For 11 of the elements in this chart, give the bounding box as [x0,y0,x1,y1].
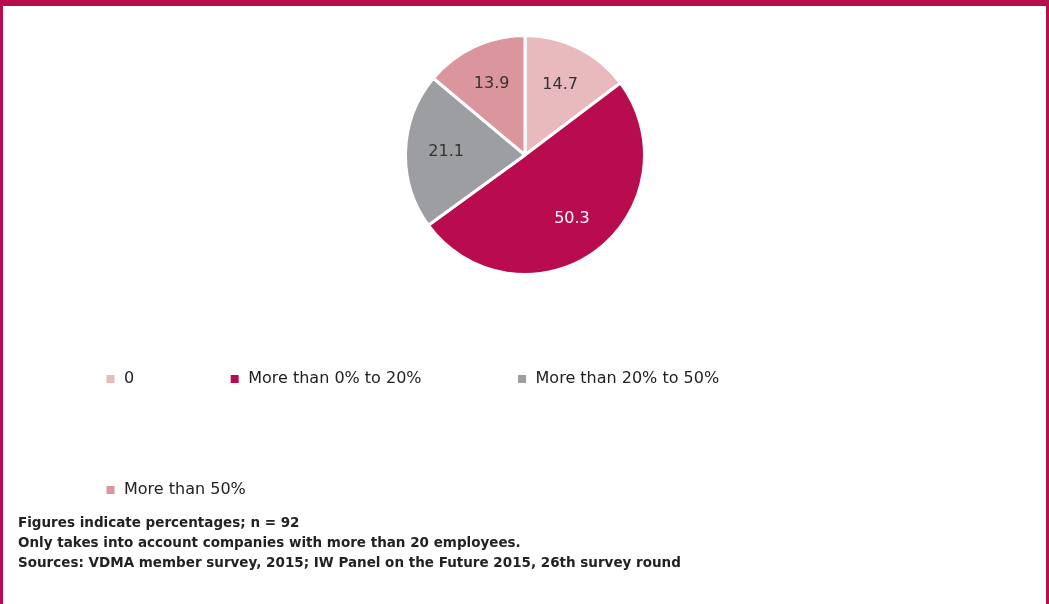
data-label: 21.1 [428,141,464,161]
data-label: 13.9 [473,72,510,92]
data-label: 14.7 [542,73,578,93]
data-label: 50.3 [554,207,590,227]
legend-label: More than 20% to 50% [535,368,720,388]
legend-label: 0 [124,368,135,388]
legend-label: More than 50% [124,479,246,499]
text: Figures indicate percentages; n = 92 [18,513,301,532]
legend-label: More than 0% to 20% [248,368,422,388]
source-note: Sources: VDMA member survey, 2015; IW Panel on the Future 2015, 26th survey round [18,553,681,572]
text: Only takes into account companies with more than 20 employees. [18,533,522,552]
